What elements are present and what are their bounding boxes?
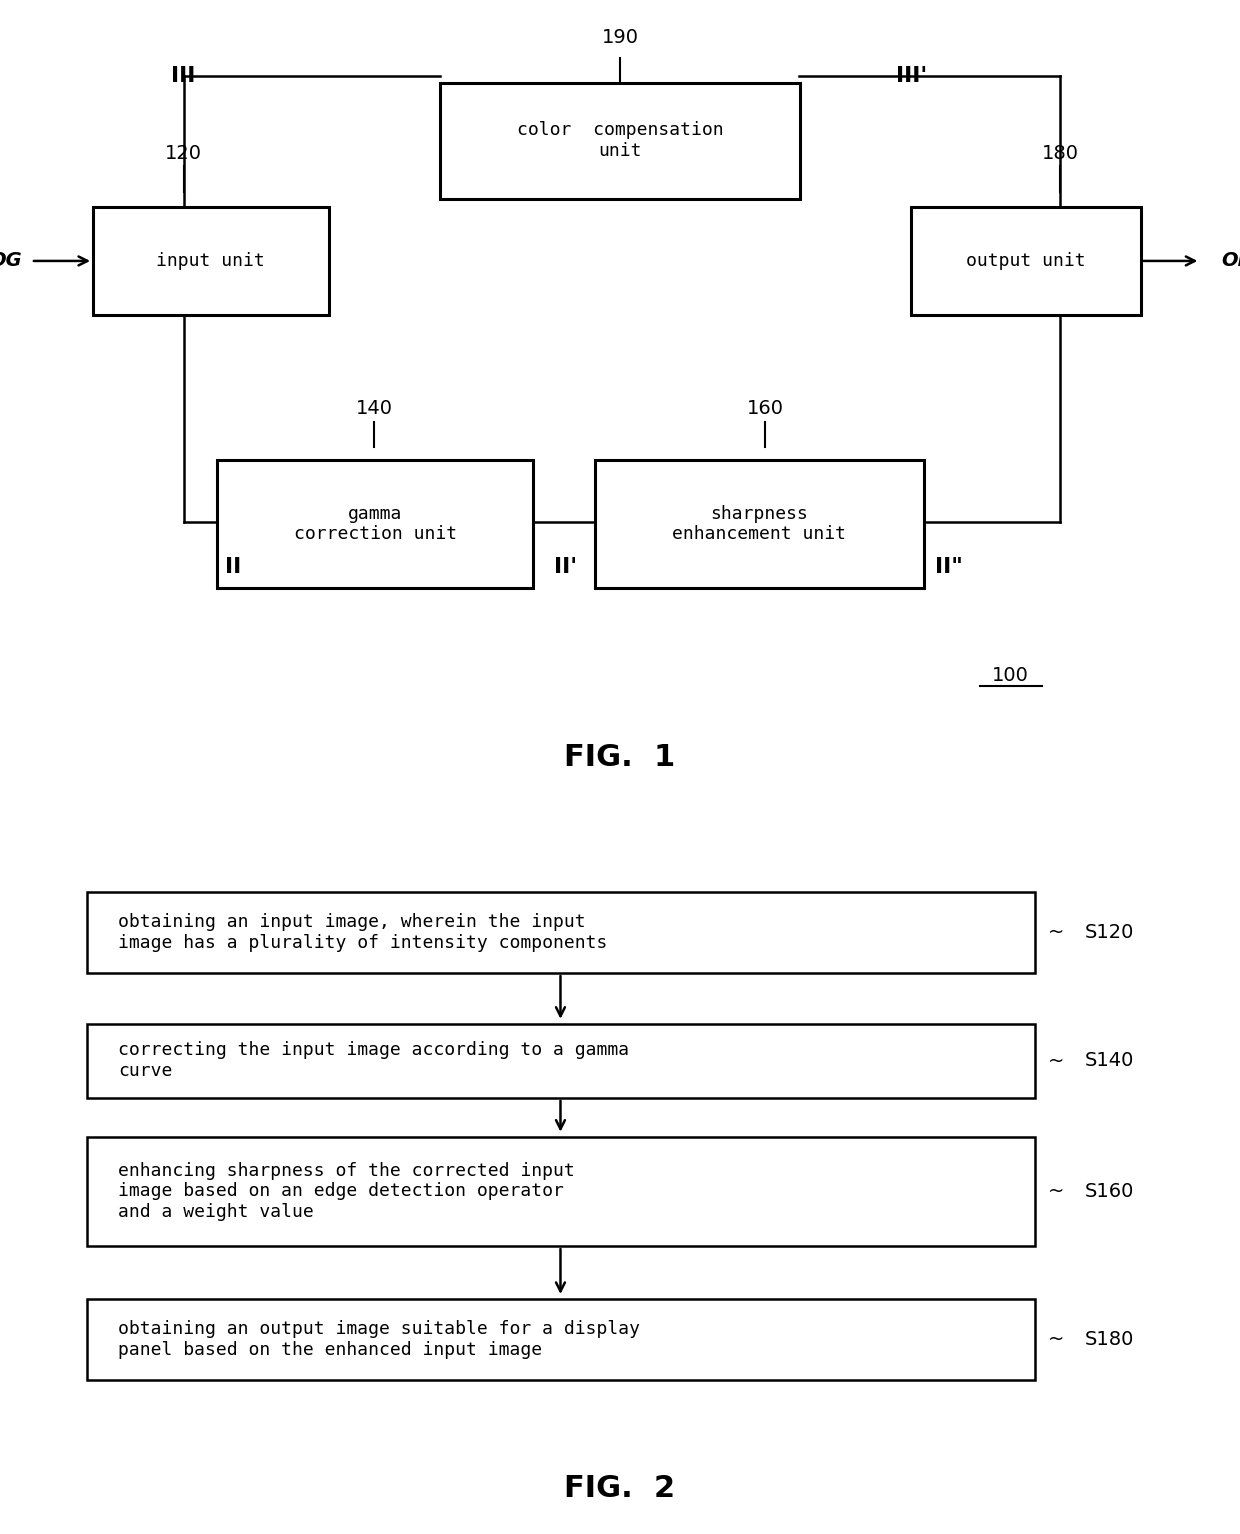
Text: OG: OG bbox=[0, 252, 22, 270]
Text: III: III bbox=[171, 66, 196, 86]
Text: obtaining an output image suitable for a display
panel based on the enhanced inp: obtaining an output image suitable for a… bbox=[118, 1321, 640, 1359]
Text: S140: S140 bbox=[1085, 1051, 1135, 1071]
Text: S120: S120 bbox=[1085, 923, 1135, 942]
Text: 100: 100 bbox=[992, 666, 1029, 684]
FancyBboxPatch shape bbox=[911, 207, 1141, 314]
Text: ~: ~ bbox=[1048, 923, 1065, 942]
Text: enhancing sharpness of the corrected input
image based on an edge detection oper: enhancing sharpness of the corrected inp… bbox=[118, 1161, 574, 1221]
Text: sharpness
enhancement unit: sharpness enhancement unit bbox=[672, 505, 847, 543]
FancyBboxPatch shape bbox=[595, 460, 924, 588]
Text: S180: S180 bbox=[1085, 1330, 1135, 1348]
FancyBboxPatch shape bbox=[440, 83, 800, 199]
Text: 120: 120 bbox=[165, 144, 202, 163]
Text: gamma
correction unit: gamma correction unit bbox=[294, 505, 456, 543]
Text: ~: ~ bbox=[1048, 1051, 1065, 1071]
FancyBboxPatch shape bbox=[93, 207, 329, 314]
Text: S160: S160 bbox=[1085, 1181, 1135, 1201]
Text: FIG.  2: FIG. 2 bbox=[564, 1474, 676, 1503]
FancyBboxPatch shape bbox=[87, 891, 1035, 973]
Text: correcting the input image according to a gamma
curve: correcting the input image according to … bbox=[118, 1042, 629, 1080]
Text: III': III' bbox=[895, 66, 928, 86]
Text: FIG.  1: FIG. 1 bbox=[564, 744, 676, 773]
Text: II: II bbox=[224, 557, 242, 577]
Text: II': II' bbox=[554, 557, 577, 577]
Text: ~: ~ bbox=[1048, 1330, 1065, 1348]
Text: II": II" bbox=[935, 557, 962, 577]
Text: input unit: input unit bbox=[156, 252, 265, 270]
Text: output unit: output unit bbox=[966, 252, 1086, 270]
Text: OI: OI bbox=[1221, 252, 1240, 270]
FancyBboxPatch shape bbox=[217, 460, 533, 588]
Text: 190: 190 bbox=[601, 28, 639, 46]
Text: obtaining an input image, wherein the input
image has a plurality of intensity c: obtaining an input image, wherein the in… bbox=[118, 913, 608, 951]
Text: 160: 160 bbox=[746, 399, 784, 417]
Text: 140: 140 bbox=[356, 399, 393, 417]
Text: color  compensation
unit: color compensation unit bbox=[517, 121, 723, 160]
Text: ~: ~ bbox=[1048, 1181, 1065, 1201]
FancyBboxPatch shape bbox=[87, 1137, 1035, 1246]
Text: 180: 180 bbox=[1042, 144, 1079, 163]
FancyBboxPatch shape bbox=[87, 1299, 1035, 1381]
FancyBboxPatch shape bbox=[87, 1023, 1035, 1098]
